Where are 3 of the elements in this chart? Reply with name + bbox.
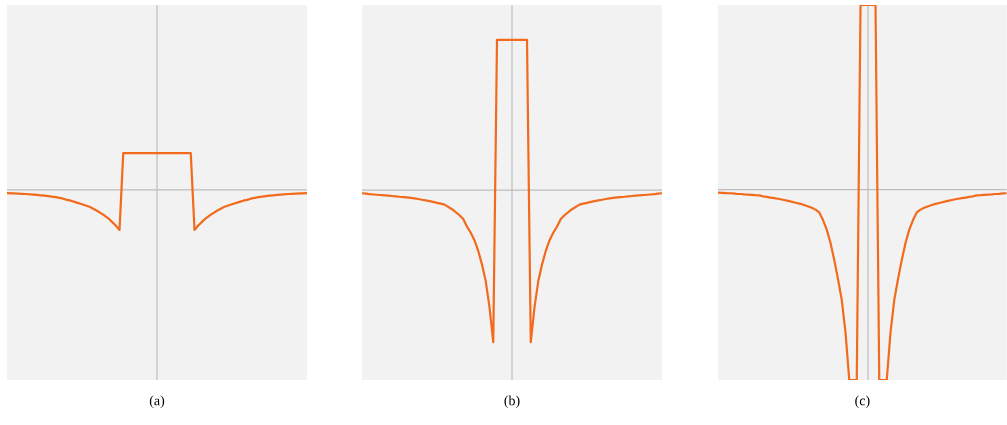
x-axis-title: (a) — [149, 395, 165, 409]
x-axis-title: (b) — [504, 395, 520, 409]
x-axis-title: (c) — [855, 395, 870, 409]
